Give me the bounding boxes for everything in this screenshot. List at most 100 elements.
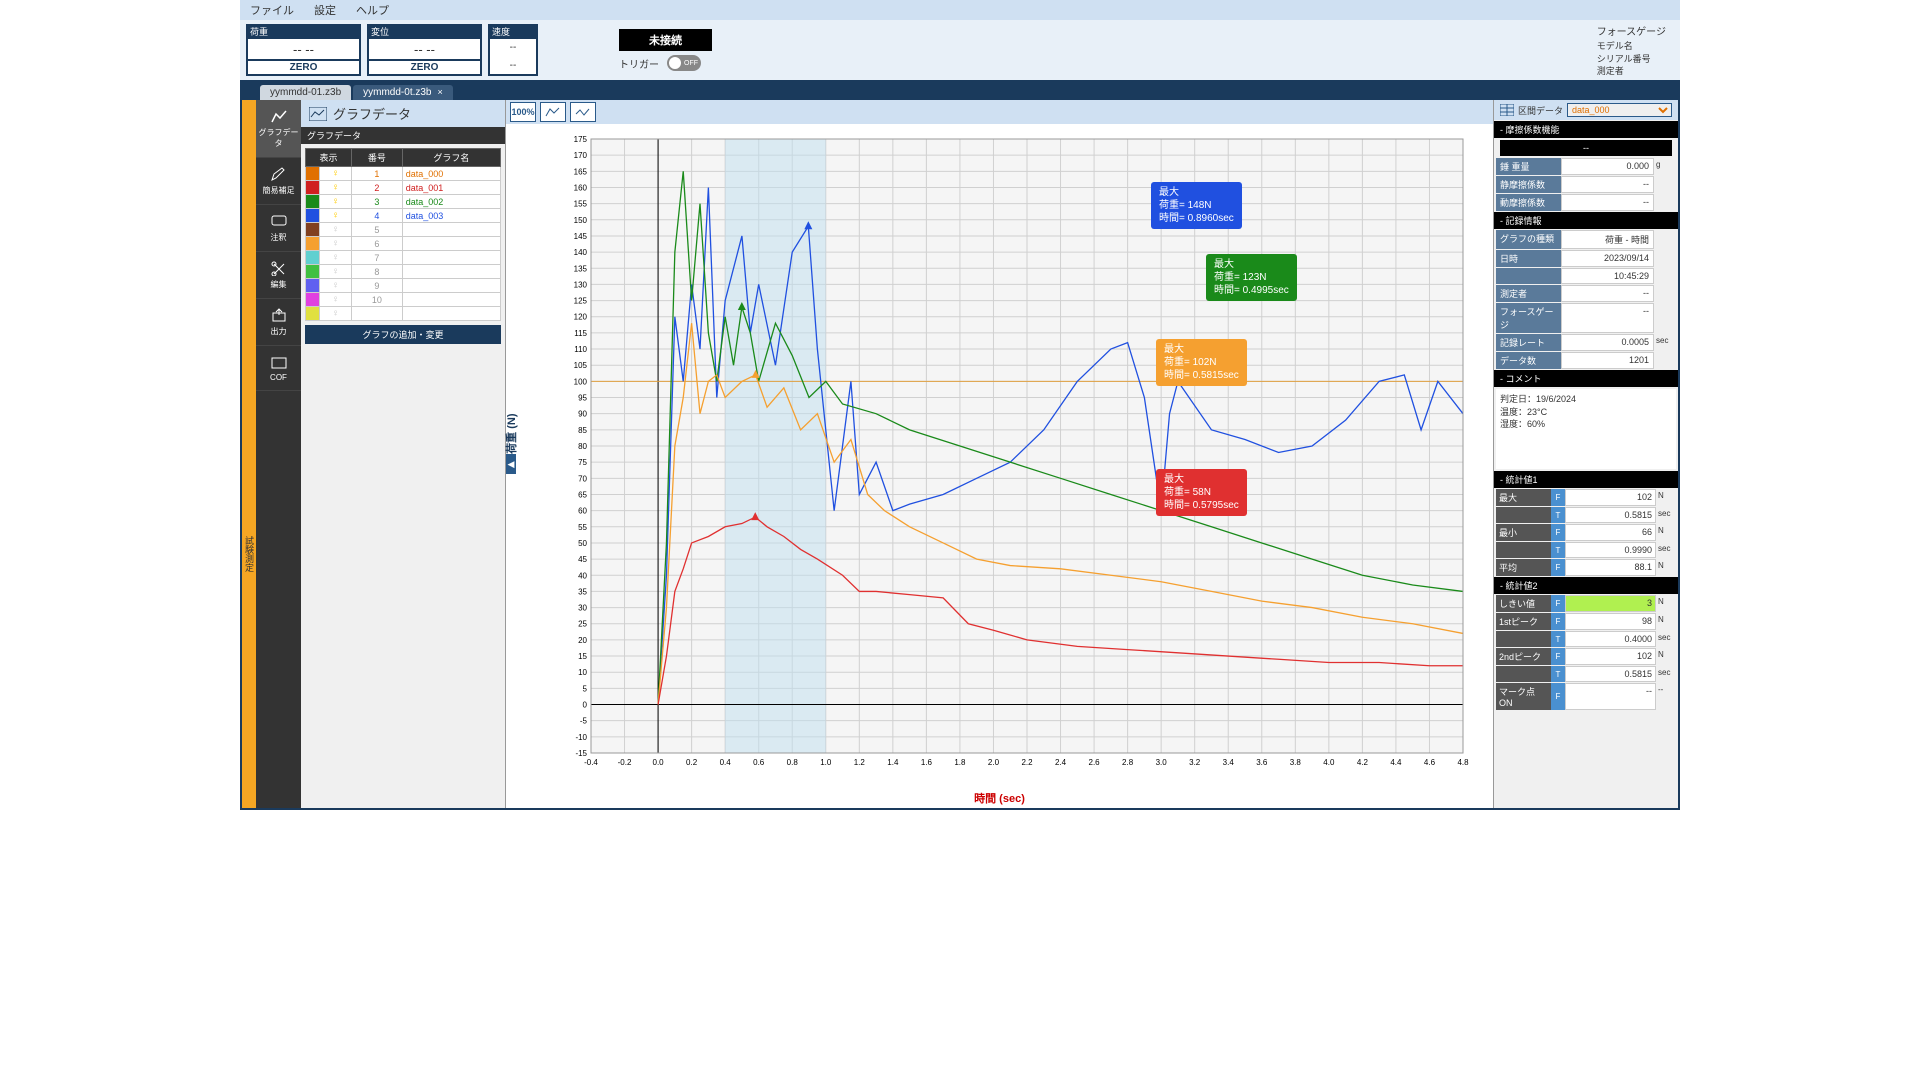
svg-text:110: 110: [574, 345, 587, 354]
side-strip[interactable]: 試験測定: [242, 100, 256, 808]
max-callout: 最大荷重= 102N時間= 0.5815sec: [1156, 339, 1247, 386]
graph-row[interactable]: ♀9: [306, 279, 501, 293]
sidebar-cof[interactable]: COF: [256, 346, 301, 391]
svg-text:55: 55: [578, 523, 587, 532]
svg-text:4.8: 4.8: [1457, 758, 1469, 767]
stat-row: 1stピークF98N: [1496, 613, 1676, 630]
svg-text:70: 70: [578, 474, 587, 483]
visibility-icon[interactable]: ♀: [332, 224, 340, 235]
zoom-tool-1[interactable]: [540, 102, 566, 122]
svg-text:3.8: 3.8: [1290, 758, 1302, 767]
svg-text:135: 135: [574, 264, 588, 273]
zero-load-button[interactable]: ZERO: [248, 61, 359, 74]
visibility-icon[interactable]: ♀: [332, 168, 340, 179]
tab-file-2[interactable]: yymmdd-0t.z3b×: [353, 85, 453, 100]
graph-row[interactable]: ♀10: [306, 293, 501, 307]
panel-title: グラフデータ: [301, 100, 505, 127]
info-row: 測定者--: [1496, 285, 1676, 302]
svg-text:-5: -5: [580, 717, 588, 726]
visibility-icon[interactable]: ♀: [332, 308, 340, 319]
svg-text:-0.2: -0.2: [618, 758, 632, 767]
graph-list-table: 表示 番号 グラフ名 ♀1data_000♀2data_001♀3data_00…: [305, 148, 501, 321]
data-select[interactable]: data_000: [1567, 103, 1672, 117]
svg-text:0.4: 0.4: [720, 758, 732, 767]
svg-text:4.0: 4.0: [1323, 758, 1335, 767]
add-graph-button[interactable]: グラフの追加・変更: [305, 325, 501, 344]
svg-text:155: 155: [574, 200, 588, 209]
menu-help[interactable]: ヘルプ: [356, 2, 389, 18]
file-tabs: yymmdd-01.z3b yymmdd-0t.z3b×: [240, 80, 1680, 100]
svg-text:90: 90: [578, 410, 587, 419]
info-row: 動摩擦係数--: [1496, 194, 1676, 211]
sidebar: グラフデータ簡易補足注釈編集出力COF: [256, 100, 301, 808]
zero-disp-button[interactable]: ZERO: [369, 61, 480, 74]
friction-display: --: [1500, 140, 1672, 156]
svg-text:0: 0: [583, 701, 588, 710]
graph-row[interactable]: ♀6: [306, 237, 501, 251]
info-row: 錘 重量0.000g: [1496, 158, 1676, 175]
stat-row: T0.5815sec: [1496, 666, 1676, 682]
stat-row: 2ndピークF102N: [1496, 648, 1676, 665]
svg-text:-0.4: -0.4: [584, 758, 598, 767]
chart-toolbar: 100%: [506, 100, 1493, 124]
visibility-icon[interactable]: ♀: [332, 252, 340, 263]
visibility-icon[interactable]: ♀: [332, 182, 340, 193]
max-callout: 最大荷重= 123N時間= 0.4995sec: [1206, 254, 1297, 301]
visibility-icon[interactable]: ♀: [332, 266, 340, 277]
graph-row[interactable]: ♀2data_001: [306, 181, 501, 195]
visibility-icon[interactable]: ♀: [332, 238, 340, 249]
top-controls: 荷重 -- -- ZERO 変位 -- -- ZERO 速度 -- -- 未接続…: [240, 20, 1680, 80]
graph-row[interactable]: ♀1data_000: [306, 167, 501, 181]
data-panel: 区間データ data_000 - 摩擦係数機能 -- 錘 重量0.000g静摩擦…: [1493, 100, 1678, 808]
graph-row[interactable]: ♀4data_003: [306, 209, 501, 223]
visibility-icon[interactable]: ♀: [332, 196, 340, 207]
sidebar-output[interactable]: 出力: [256, 299, 301, 346]
tab-file-1[interactable]: yymmdd-01.z3b: [260, 85, 351, 100]
close-icon[interactable]: ×: [438, 87, 443, 97]
info-row: 10:45:29: [1496, 268, 1676, 284]
chart-body[interactable]: 荷重 (N) 時間 (sec) -15-10-50510152025303540…: [506, 124, 1493, 808]
svg-text:1.4: 1.4: [887, 758, 899, 767]
sidebar-scissors[interactable]: 編集: [256, 252, 301, 299]
svg-text:40: 40: [578, 571, 587, 580]
chart-area: 100% ◀ 荷重 (N) 時間 (sec) -15-10-5051015202…: [506, 100, 1493, 808]
stat-row: 最小F66N: [1496, 524, 1676, 541]
comment-box: 判定日：19/6/2024 温度：23°C 湿度：60%: [1496, 389, 1676, 469]
graph-data-panel: グラフデータ グラフデータ 表示 番号 グラフ名 ♀1data_000♀2dat…: [301, 100, 506, 808]
graph-row[interactable]: ♀: [306, 307, 501, 321]
svg-text:170: 170: [574, 151, 588, 160]
sidebar-comment[interactable]: 注釈: [256, 205, 301, 252]
graph-row[interactable]: ♀5: [306, 223, 501, 237]
svg-text:30: 30: [578, 604, 587, 613]
svg-text:105: 105: [574, 361, 588, 370]
graph-row[interactable]: ♀8: [306, 265, 501, 279]
svg-text:5: 5: [583, 684, 588, 693]
svg-text:100: 100: [574, 377, 588, 386]
menu-settings[interactable]: 設定: [314, 2, 336, 18]
table-icon: [1500, 104, 1514, 116]
menubar: ファイル 設定 ヘルプ: [240, 0, 1680, 20]
sidebar-chart[interactable]: グラフデータ: [256, 100, 301, 158]
line-chart[interactable]: -15-10-505101520253035404550556065707580…: [556, 134, 1473, 778]
chart-icon: [270, 108, 288, 124]
svg-text:10: 10: [578, 668, 587, 677]
zoom-tool-2[interactable]: [570, 102, 596, 122]
visibility-icon[interactable]: ♀: [332, 210, 340, 221]
visibility-icon[interactable]: ♀: [332, 280, 340, 291]
visibility-icon[interactable]: ♀: [332, 294, 340, 305]
y-axis-label: 荷重 (N): [503, 414, 519, 454]
svg-text:3.2: 3.2: [1189, 758, 1201, 767]
stat-row: T0.9990sec: [1496, 542, 1676, 558]
menu-file[interactable]: ファイル: [250, 2, 294, 18]
cof-icon: [270, 354, 288, 370]
trigger-toggle[interactable]: [667, 55, 701, 71]
graph-row[interactable]: ♀3data_002: [306, 195, 501, 209]
svg-text:60: 60: [578, 507, 587, 516]
sidebar-pencil[interactable]: 簡易補足: [256, 158, 301, 205]
zoom-fit-button[interactable]: 100%: [510, 102, 536, 122]
svg-text:2.0: 2.0: [988, 758, 1000, 767]
graph-row[interactable]: ♀7: [306, 251, 501, 265]
svg-text:2.8: 2.8: [1122, 758, 1134, 767]
svg-text:115: 115: [574, 329, 587, 338]
svg-text:15: 15: [578, 652, 587, 661]
